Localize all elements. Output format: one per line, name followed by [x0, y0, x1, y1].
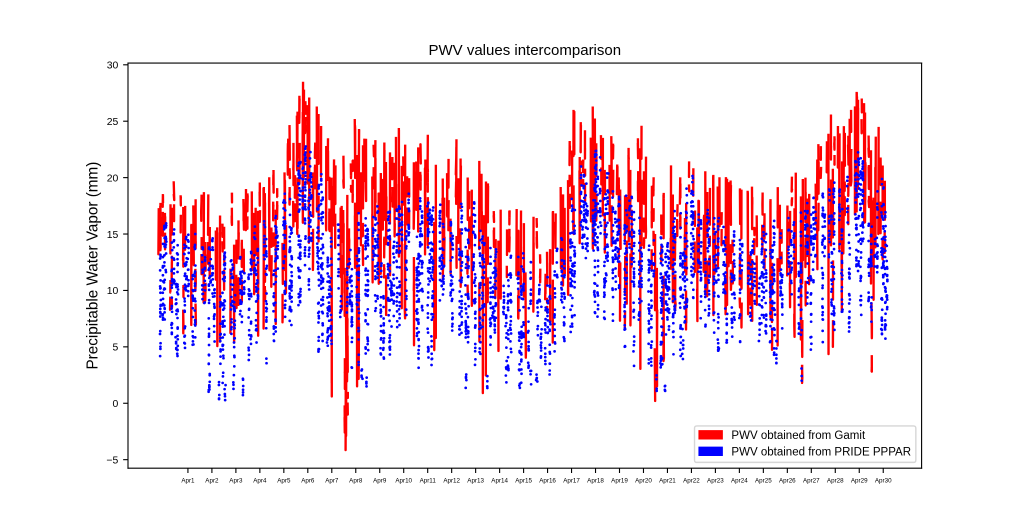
- svg-text:5: 5: [112, 343, 118, 354]
- svg-text:Apr15: Apr15: [515, 477, 532, 484]
- svg-text:Apr11: Apr11: [420, 477, 437, 484]
- svg-text:0: 0: [112, 399, 118, 410]
- svg-text:Apr3: Apr3: [229, 477, 243, 484]
- svg-text:Apr16: Apr16: [539, 477, 556, 484]
- svg-text:30: 30: [107, 61, 119, 72]
- svg-text:Apr24: Apr24: [731, 477, 748, 484]
- svg-text:Apr5: Apr5: [277, 477, 291, 484]
- svg-text:Apr1: Apr1: [181, 477, 195, 484]
- svg-text:Apr14: Apr14: [491, 477, 508, 484]
- svg-text:Apr10: Apr10: [395, 477, 412, 484]
- svg-text:PWV obtained from PRIDE PPPAR: PWV obtained from PRIDE PPPAR: [731, 446, 911, 458]
- svg-text:Apr22: Apr22: [683, 477, 700, 484]
- svg-text:10: 10: [107, 286, 119, 297]
- svg-text:Apr18: Apr18: [587, 477, 604, 484]
- svg-text:Apr8: Apr8: [349, 477, 363, 484]
- svg-text:Apr23: Apr23: [707, 477, 724, 484]
- svg-text:Apr30: Apr30: [875, 477, 892, 484]
- svg-text:Apr7: Apr7: [325, 477, 339, 484]
- svg-text:PWV values intercomparison: PWV values intercomparison: [429, 42, 622, 59]
- svg-text:Apr17: Apr17: [563, 477, 580, 484]
- svg-text:Apr13: Apr13: [467, 477, 484, 484]
- svg-text:Apr6: Apr6: [301, 477, 315, 484]
- svg-text:Apr29: Apr29: [851, 477, 868, 484]
- svg-text:Apr2: Apr2: [205, 477, 219, 484]
- svg-text:25: 25: [107, 117, 119, 128]
- svg-text:−5: −5: [106, 455, 118, 466]
- svg-text:Apr21: Apr21: [659, 477, 676, 484]
- svg-text:Apr27: Apr27: [803, 477, 820, 484]
- svg-text:Apr12: Apr12: [443, 477, 460, 484]
- svg-text:15: 15: [107, 230, 119, 241]
- svg-text:Apr4: Apr4: [253, 477, 267, 484]
- svg-text:Apr26: Apr26: [779, 477, 796, 484]
- svg-text:PWV obtained from Gamit: PWV obtained from Gamit: [731, 430, 866, 442]
- svg-text:Apr25: Apr25: [755, 477, 772, 484]
- svg-text:20: 20: [107, 173, 119, 184]
- svg-text:Apr20: Apr20: [635, 477, 652, 484]
- svg-text:Precipitable Water Vapor (mm): Precipitable Water Vapor (mm): [85, 162, 102, 370]
- svg-text:Apr19: Apr19: [611, 477, 628, 484]
- svg-text:Apr28: Apr28: [827, 477, 844, 484]
- svg-text:Apr9: Apr9: [373, 477, 387, 484]
